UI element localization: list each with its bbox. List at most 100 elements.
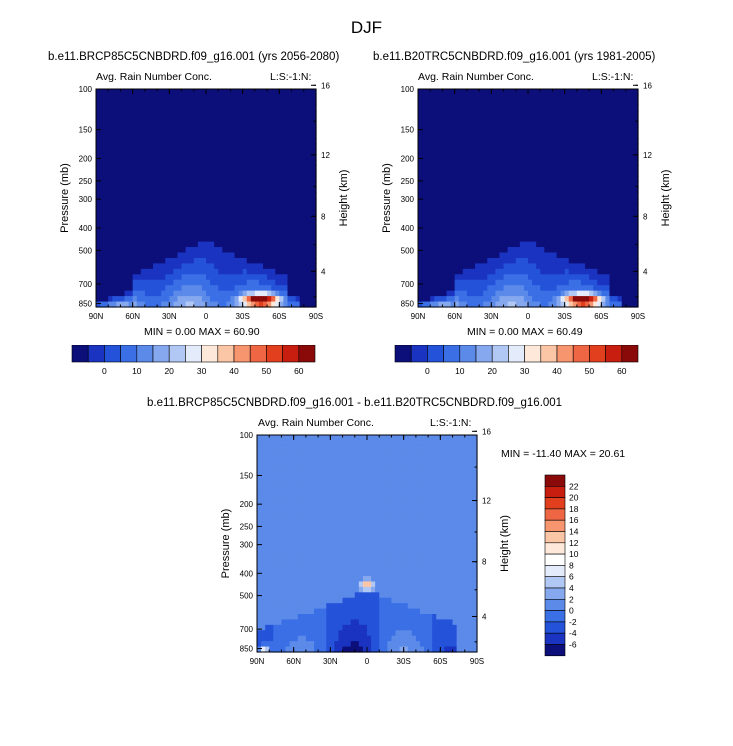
y-right-tick-label: 12 xyxy=(482,497,491,506)
y-right-tick-label: 16 xyxy=(321,82,330,90)
colorbar-swatch xyxy=(544,519,566,532)
x-tick-label: 0 xyxy=(204,312,209,321)
colorbar-label: 0 xyxy=(569,606,574,616)
x-tick-label: 60S xyxy=(272,312,286,321)
colorbar-swatch xyxy=(201,345,219,363)
colorbar-label: 14 xyxy=(569,527,579,537)
colorbar-label: -6 xyxy=(569,640,577,650)
colorbar-label: 16 xyxy=(569,515,579,525)
colorbar-label: 50 xyxy=(262,366,272,375)
colorbar-swatch xyxy=(544,474,566,487)
field-cells xyxy=(418,89,639,308)
colorbar-label: 22 xyxy=(569,481,579,491)
panel1-minmax: MIN = 0.00 MAX = 60.90 xyxy=(144,326,260,338)
colorbar-swatch xyxy=(544,508,566,521)
y-tick-label: 300 xyxy=(401,195,415,204)
colorbar-label: 8 xyxy=(569,560,574,570)
y-tick-label: 400 xyxy=(240,569,254,578)
colorbar-label: 30 xyxy=(197,366,207,375)
y-right-tick-label: 12 xyxy=(321,151,330,160)
colorbar-label: 50 xyxy=(585,366,595,375)
colorbar-swatch xyxy=(87,345,105,363)
colorbar-label: 6 xyxy=(569,572,574,582)
x-tick-label: 60N xyxy=(125,312,140,321)
colorbar-swatch xyxy=(544,644,566,657)
x-tick-label: 30N xyxy=(162,312,177,321)
colorbar-swatch xyxy=(120,345,138,363)
colorbar-swatch xyxy=(394,345,412,363)
colorbar-swatch xyxy=(443,345,461,363)
y-tick-label: 250 xyxy=(401,177,415,186)
y-tick-label: 150 xyxy=(401,126,415,135)
field-cells xyxy=(257,435,478,653)
colorbar-swatch xyxy=(544,632,566,645)
panel2-colorbar: 010203040506070 xyxy=(394,345,639,375)
y-tick-label: 500 xyxy=(401,246,415,255)
colorbar-swatch xyxy=(71,345,89,363)
x-tick-label: 30S xyxy=(236,312,250,321)
x-tick-label: 90S xyxy=(309,312,323,321)
panel2-right-label: L:S:-1:N: xyxy=(592,71,634,83)
colorbar-swatch xyxy=(410,345,428,363)
colorbar-swatch xyxy=(282,345,300,363)
y-tick-label: 300 xyxy=(79,195,93,204)
x-tick-label: 60S xyxy=(594,312,608,321)
colorbar-swatch xyxy=(104,345,121,363)
x-tick-label: 60N xyxy=(286,657,301,666)
panel3-right-label: L:S:-1:N: xyxy=(430,417,472,429)
x-tick-label: 30N xyxy=(484,312,499,321)
colorbar-swatch xyxy=(168,345,186,363)
colorbar-label: 40 xyxy=(552,366,562,375)
panel1-plot: 90N 60N 30N 0 30S 60S 90S 100 150 200 250 300 400 500… xyxy=(59,82,350,321)
colorbar-swatch xyxy=(233,345,251,363)
colorbar-swatch xyxy=(544,531,566,544)
y-tick-label: 150 xyxy=(79,126,93,135)
x-tick-label: 30S xyxy=(558,312,572,321)
y-axis-label: Pressure (mb) xyxy=(59,163,71,233)
colorbar-swatch xyxy=(544,497,566,510)
colorbar-label: 20 xyxy=(487,366,497,375)
x-tick-label: 90N xyxy=(89,312,104,321)
x-tick-label: 90N xyxy=(250,657,265,666)
colorbar-label: 20 xyxy=(569,493,579,503)
colorbar-swatch xyxy=(544,576,566,589)
colorbar-label: 0 xyxy=(102,366,107,375)
colorbar-label: -2 xyxy=(569,617,577,627)
y-axis-label: Pressure (mb) xyxy=(381,163,393,233)
colorbar-swatch xyxy=(475,345,493,363)
colorbar-swatch xyxy=(524,345,542,363)
y-tick-label: 700 xyxy=(79,280,93,289)
colorbar-label: 60 xyxy=(294,366,304,375)
y-right-tick-label: 16 xyxy=(643,82,652,90)
colorbar-swatch xyxy=(556,345,574,363)
y-right-tick-label: 8 xyxy=(321,212,326,221)
colorbar-swatch xyxy=(540,345,558,363)
colorbar-label: 20 xyxy=(164,366,174,375)
colorbar-swatch xyxy=(266,345,283,363)
y-tick-label: 850 xyxy=(79,300,93,309)
y-tick-label: 200 xyxy=(240,500,254,509)
colorbar-label: -4 xyxy=(569,628,577,638)
colorbar-swatch xyxy=(459,345,477,363)
panel2-subtitle: b.e11.B20TRC5CNBDRD.f09_g16.001 (yrs 198… xyxy=(373,51,656,63)
colorbar-label: 12 xyxy=(569,538,579,548)
colorbar-swatch xyxy=(136,345,154,363)
x-tick-label: 60N xyxy=(447,312,462,321)
y-tick-label: 250 xyxy=(240,522,254,531)
colorbar-swatch xyxy=(249,345,267,363)
y-tick-label: 200 xyxy=(79,154,93,163)
panel2-minmax: MIN = 0.00 MAX = 60.49 xyxy=(467,326,583,338)
x-tick-label: 90S xyxy=(631,312,645,321)
x-tick-label: 0 xyxy=(365,657,370,666)
y-right-tick-label: 12 xyxy=(643,151,652,160)
y-tick-label: 700 xyxy=(240,625,254,634)
panel2-plot: 90N 60N 30N 0 30S 60S 90S 100 150 200 250 300 400 500… xyxy=(381,82,672,321)
colorbar-swatch xyxy=(152,345,170,363)
y-tick-label: 150 xyxy=(240,471,254,480)
colorbar-swatch xyxy=(298,345,316,363)
panel1-subtitle: b.e11.BRCP85C5CNBDRD.f09_g16.001 (yrs 20… xyxy=(48,51,340,63)
y-right-tick-label: 4 xyxy=(643,267,648,276)
panel3-plot: 90N 60N 30N 0 30S 60S 90S 100 150 200 250 300 400 500… xyxy=(220,428,511,666)
panel1-left-label: Avg. Rain Number Conc. xyxy=(96,71,212,83)
